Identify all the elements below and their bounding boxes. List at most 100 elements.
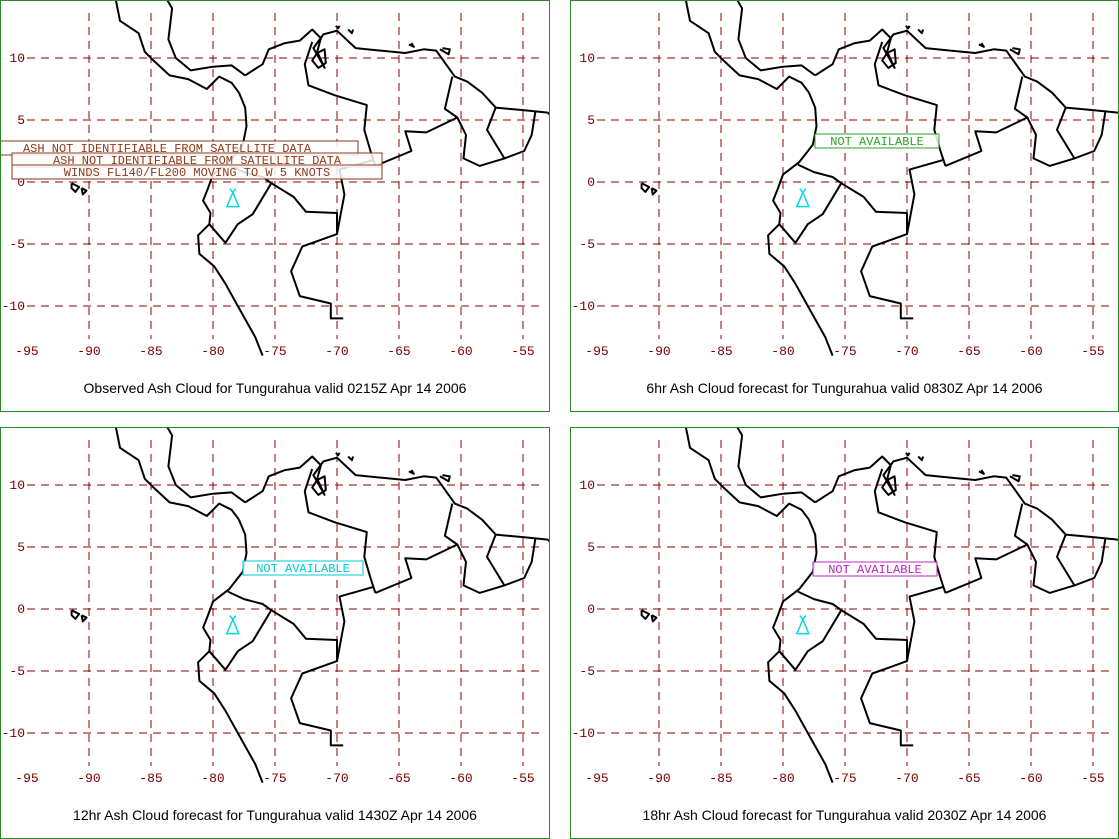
lat-tick-label: 10 [9, 51, 25, 66]
svg-text:NOT AVAILABLE: NOT AVAILABLE [256, 562, 350, 576]
island-outline [640, 609, 651, 620]
island-outline [347, 455, 355, 462]
panel-caption: 18hr Ash Cloud forecast for Tungurahua v… [642, 807, 1047, 823]
island-outline [978, 469, 985, 475]
coastline [244, 455, 548, 541]
lon-tick-label: -65 [957, 344, 980, 359]
lon-tick-label: -90 [647, 344, 670, 359]
island-outline [408, 42, 415, 48]
lon-tick-label: -90 [77, 344, 100, 359]
coastline [767, 519, 834, 783]
lon-tick-label: -80 [771, 344, 794, 359]
coastline [814, 455, 1118, 541]
lon-tick-label: -80 [201, 771, 224, 786]
coastline [945, 503, 1029, 594]
coastline [456, 107, 506, 167]
lon-tick-label: -60 [449, 344, 472, 359]
lon-tick-label: -95 [585, 344, 608, 359]
advisory-note: NOT AVAILABLE [814, 133, 940, 149]
lon-tick-label: -65 [387, 771, 410, 786]
lat-tick-label: 0 [587, 175, 595, 190]
lon-tick-label: -60 [1019, 771, 1042, 786]
lon-tick-label: -55 [1081, 344, 1104, 359]
island-outline [70, 182, 81, 193]
island-outline [650, 614, 658, 623]
lat-tick-label: 0 [17, 602, 25, 617]
coastline [547, 111, 549, 116]
volcano-icon [795, 615, 810, 635]
lat-tick-label: -5 [9, 664, 25, 679]
lat-tick-label: 5 [17, 540, 25, 555]
island-outline [917, 28, 925, 35]
lat-tick-label: 5 [587, 540, 595, 555]
coastline [797, 590, 842, 612]
map-canvas: 10 5 0 -5 -10 -95 -90 -85 -80 -75 -70 -65 -60 -55 NOT … [572, 428, 1118, 786]
coastline [840, 585, 945, 663]
coastline [504, 538, 537, 587]
island-outline [80, 187, 88, 196]
lat-tick-label: -5 [579, 664, 595, 679]
lon-tick-label: -65 [387, 344, 410, 359]
lat-tick-label: -10 [2, 726, 25, 741]
island-outline [905, 25, 911, 30]
lon-tick-label: -55 [1081, 771, 1104, 786]
volcano-icon [225, 188, 240, 208]
lon-tick-label: -70 [325, 344, 348, 359]
volcano-icon [795, 188, 810, 208]
lon-tick-label: -95 [585, 771, 608, 786]
coastline [736, 1, 816, 77]
lon-tick-label: -60 [449, 771, 472, 786]
coastline [166, 428, 246, 504]
coastline [290, 233, 344, 320]
panel-caption: Observed Ash Cloud for Tungurahua valid … [83, 380, 467, 396]
lon-tick-label: -95 [15, 771, 38, 786]
island-outline [1009, 47, 1021, 56]
coastline [504, 111, 537, 160]
map-panel-observed: 10 5 0 -5 -10 -95 -90 -85 -80 -75 -70 -65 -60 -55 ASH … [0, 0, 550, 412]
island-outline [335, 25, 341, 30]
lon-tick-label: -75 [263, 344, 286, 359]
coastline [860, 233, 914, 320]
svg-text:NOT AVAILABLE: NOT AVAILABLE [830, 135, 924, 149]
lon-tick-label: -75 [833, 771, 856, 786]
lat-tick-label: 10 [9, 478, 25, 493]
coastline [375, 76, 459, 167]
advisory-note: NOT AVAILABLE [242, 560, 364, 576]
island-outline [439, 47, 451, 56]
coastline [311, 48, 327, 69]
lat-tick-label: -5 [9, 237, 25, 252]
coastline [303, 468, 377, 594]
coastline [166, 1, 246, 77]
lon-tick-label: -75 [263, 771, 286, 786]
map-canvas: 10 5 0 -5 -10 -95 -90 -85 -80 -75 -70 -65 -60 -55 NOT … [2, 428, 549, 786]
coastline [778, 609, 843, 671]
coastline [244, 28, 548, 114]
coastline [797, 163, 842, 185]
lat-tick-label: -10 [572, 299, 595, 314]
island-outline [1009, 474, 1021, 483]
coastline [197, 519, 264, 783]
coastline [685, 428, 810, 521]
coastline [860, 660, 914, 747]
lat-tick-label: 10 [579, 51, 595, 66]
lat-tick-label: 0 [17, 175, 25, 190]
map-canvas: 10 5 0 -5 -10 -95 -90 -85 -80 -75 -70 -65 -60 -55 NOT … [572, 1, 1118, 359]
lon-tick-label: -90 [647, 771, 670, 786]
advisory-note: NOT AVAILABLE [812, 561, 938, 577]
coastline [115, 428, 240, 521]
coastline [873, 468, 947, 594]
coastline [1074, 111, 1107, 160]
island-outline [439, 474, 451, 483]
lon-tick-label: -90 [77, 771, 100, 786]
lat-tick-label: 5 [587, 113, 595, 128]
island-outline [640, 182, 651, 193]
lon-tick-label: -85 [709, 771, 732, 786]
coastline [1026, 534, 1076, 594]
coastline [270, 585, 375, 663]
coastline [311, 475, 327, 496]
coastline [456, 534, 506, 594]
island-outline [978, 42, 985, 48]
lon-tick-label: -70 [325, 771, 348, 786]
coastline [685, 1, 810, 94]
coastline [290, 660, 344, 747]
